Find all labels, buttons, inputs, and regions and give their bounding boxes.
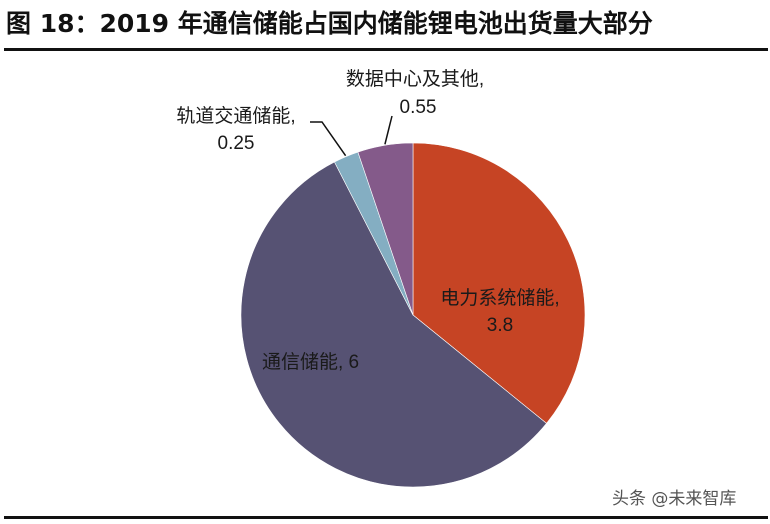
slice-label-1: 通信储能, 6 (262, 351, 359, 373)
slice-label-3: 数据中心及其他, (346, 68, 484, 90)
pie-slice-0 (412, 142, 586, 424)
slice-value-3: 0.55 (400, 97, 437, 118)
slice-label-2: 轨道交通储能, (176, 105, 295, 127)
pie-slice-1 (240, 161, 547, 488)
bottom-divider (4, 516, 768, 519)
pie-slice-3 (357, 142, 414, 316)
top-divider (4, 48, 768, 51)
slice-value-2: 0.25 (218, 133, 255, 154)
leader-line-2 (310, 121, 347, 157)
leader-line-3 (384, 115, 393, 145)
slice-value-0: 3.8 (487, 315, 513, 336)
slice-label-0: 电力系统储能, (440, 287, 559, 309)
watermark: 头条 @未来智库 (612, 489, 737, 509)
chart-title: 图 18：2019 年通信储能占国内储能锂电池出货量大部分 (6, 9, 653, 38)
